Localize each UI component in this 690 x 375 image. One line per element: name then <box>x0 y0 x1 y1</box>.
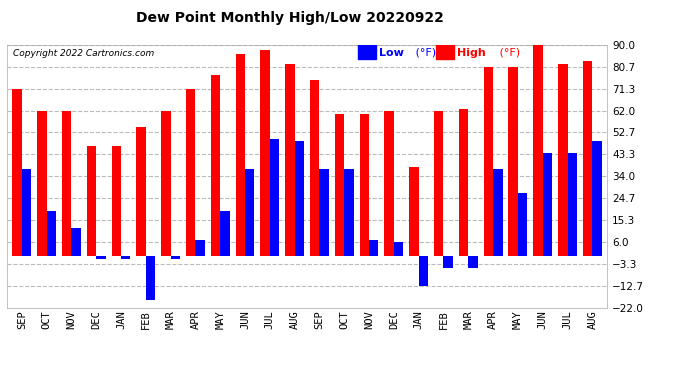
Text: Dew Point Monthly High/Low 20220922: Dew Point Monthly High/Low 20220922 <box>136 11 444 25</box>
Bar <box>533 43 543 256</box>
Text: Copyright 2022 Cartronics.com: Copyright 2022 Cartronics.com <box>13 49 154 58</box>
Bar <box>71 228 81 256</box>
Bar <box>583 62 592 256</box>
Bar <box>310 80 319 256</box>
Bar <box>12 89 22 256</box>
Bar <box>558 64 567 256</box>
Bar <box>146 256 155 300</box>
Bar <box>285 64 295 256</box>
Bar <box>87 146 96 256</box>
Bar <box>409 167 419 256</box>
Bar <box>469 256 477 268</box>
Text: (°F): (°F) <box>412 48 436 58</box>
Bar <box>335 114 344 256</box>
Bar <box>22 169 31 256</box>
Bar <box>170 256 180 260</box>
Bar <box>359 114 369 256</box>
Bar <box>419 256 428 286</box>
Bar <box>493 169 502 256</box>
Bar <box>319 169 329 256</box>
Bar <box>484 67 493 256</box>
Bar <box>245 169 255 256</box>
Bar <box>161 111 170 256</box>
Bar <box>434 111 444 256</box>
Bar <box>543 153 552 256</box>
Bar <box>260 50 270 256</box>
Bar <box>37 111 47 256</box>
Bar <box>567 153 577 256</box>
Bar <box>369 240 379 256</box>
Text: High: High <box>457 48 486 58</box>
Text: (°F): (°F) <box>496 48 520 58</box>
Bar <box>112 146 121 256</box>
Bar <box>509 67 518 256</box>
Bar <box>358 36 376 59</box>
Bar <box>344 169 354 256</box>
Bar <box>592 141 602 256</box>
Bar <box>295 141 304 256</box>
Bar <box>96 256 106 260</box>
Bar <box>384 111 394 256</box>
Bar <box>195 240 205 256</box>
Bar <box>394 242 403 256</box>
Bar <box>459 110 469 256</box>
Bar <box>47 211 56 256</box>
Bar <box>62 111 71 256</box>
Bar <box>121 256 130 260</box>
Bar <box>235 54 245 256</box>
Bar <box>220 211 230 256</box>
Bar <box>518 193 527 256</box>
Bar <box>186 89 195 256</box>
Text: Low: Low <box>379 48 404 58</box>
Bar <box>444 256 453 268</box>
Bar <box>211 75 220 256</box>
Bar <box>436 36 454 59</box>
Bar <box>270 139 279 256</box>
Bar <box>137 127 146 256</box>
